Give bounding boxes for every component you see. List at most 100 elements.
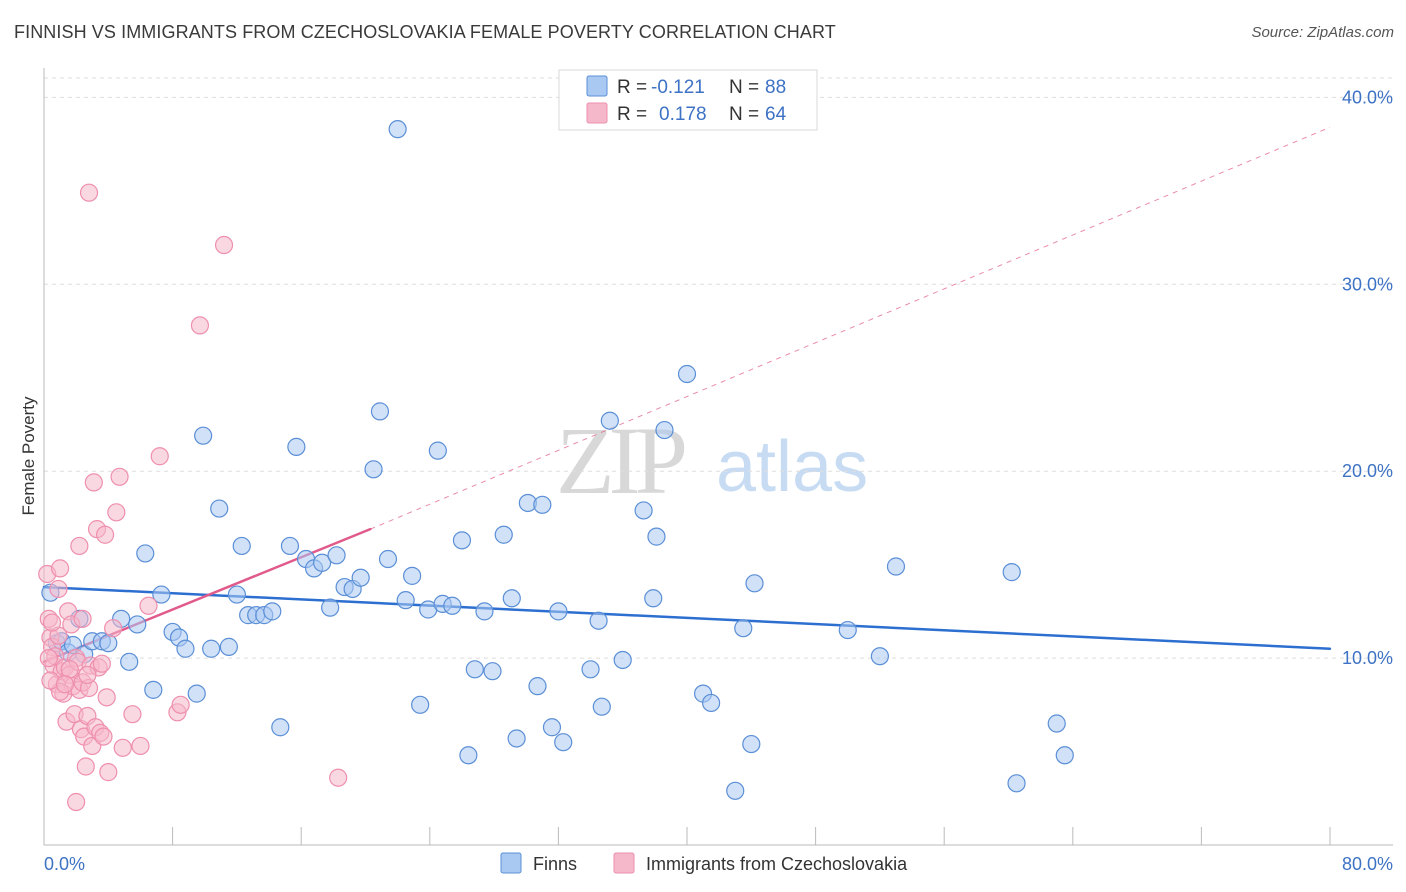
y-axis-label: Female Poverty [19,396,38,516]
series-points-1 [38,183,348,812]
point-series-0-77 [702,693,721,713]
point-series-1-34 [94,727,113,746]
point-series-1-36 [97,688,116,707]
point-series-0-19 [187,684,206,703]
point-series-1-44 [139,596,158,615]
point-series-1-63 [92,654,111,673]
series-legend: Finns Immigrants from Czechoslovakia [500,852,908,874]
point-series-0-56 [483,662,502,681]
point-series-0-42 [370,402,390,421]
point-series-0-73 [647,527,666,546]
point-series-1-50 [329,768,348,787]
point-series-0-30 [271,718,290,737]
point-series-0-21 [202,639,221,658]
point-series-1-61 [55,675,74,694]
point-series-1-56 [39,648,58,668]
point-series-0-72 [644,589,663,608]
point-series-1-57 [49,579,68,599]
point-series-0-71 [634,501,653,520]
point-series-0-22 [210,499,229,518]
point-series-0-13 [136,544,155,563]
series-legend-czech: Immigrants from Czechoslovakia [646,854,908,874]
point-series-1-62 [73,609,92,628]
point-series-1-24 [76,757,95,776]
point-series-0-20 [194,426,213,445]
legend-swatch-czech [586,102,608,124]
point-series-0-23 [219,637,238,656]
point-series-0-69 [600,411,619,430]
point-series-0-63 [542,718,562,737]
x-tick-label-min: 0.0% [44,854,85,874]
axes [43,68,1393,846]
point-series-0-70 [613,650,632,670]
point-series-0-65 [554,733,573,752]
point-series-0-35 [312,553,332,572]
point-series-0-25 [232,536,251,556]
point-series-0-67 [589,611,608,630]
point-series-0-59 [507,729,526,748]
point-series-1-55 [70,536,89,556]
point-series-1-43 [131,736,150,756]
point-series-0-47 [411,695,430,714]
series-points-0 [41,120,1074,800]
point-series-0-45 [396,591,415,610]
legend-n-label-1: N = [729,77,759,98]
series-legend-finns: Finns [533,854,577,874]
point-series-0-82 [870,647,890,666]
point-series-0-80 [745,574,764,593]
legend-n-value-2: 64 [765,104,787,125]
series-legend-swatch-czech [613,852,635,874]
y-tick-label-10: 10.0% [1342,648,1393,668]
point-series-0-58 [502,589,521,608]
legend-r-label-2: R = [617,104,647,125]
point-series-0-14 [144,680,163,699]
point-series-0-84 [1002,563,1021,582]
gridlines [44,77,1393,659]
point-series-1-37 [99,763,118,782]
trend-lines [42,126,1332,664]
point-series-0-53 [459,746,478,765]
point-series-1-35 [95,525,115,544]
point-series-0-18 [176,639,195,658]
point-series-0-15 [152,585,171,604]
point-series-0-31 [280,536,300,556]
point-series-0-29 [263,602,282,621]
legend-n-label-2: N = [729,104,759,125]
point-series-0-43 [378,549,398,569]
series-legend-swatch-finns [500,852,522,874]
legend-swatch-finns [586,75,608,97]
legend-n-value-1: 88 [765,77,786,98]
point-series-0-81 [838,620,857,640]
point-series-1-59 [78,665,97,685]
point-series-1-45 [150,447,169,466]
point-series-0-41 [364,460,383,479]
legend-r-label-1: R = [617,77,647,98]
point-series-0-88 [726,781,745,800]
point-series-0-54 [465,660,484,679]
point-series-0-24 [227,585,246,604]
point-series-0-85 [1007,774,1026,793]
point-series-0-68 [592,697,611,716]
point-series-1-41 [113,738,132,757]
correlation-legend: R = -0.121 N = 88 R = 0.178 N = 64 [558,69,818,131]
point-series-1-52 [79,183,99,202]
point-series-1-49 [214,235,234,255]
point-series-0-32 [287,437,306,456]
point-series-0-11 [120,652,139,671]
point-series-0-64 [549,602,568,621]
data-points [38,120,1074,812]
point-series-0-55 [475,602,494,621]
y-tick-label-40: 40.0% [1342,87,1393,107]
point-series-0-87 [1055,746,1074,765]
point-series-0-86 [1047,714,1066,733]
point-series-0-57 [494,525,513,544]
point-series-1-47 [171,695,190,714]
point-series-1-38 [104,619,123,638]
point-series-1-42 [123,705,142,724]
point-series-0-79 [742,734,761,754]
point-series-1-40 [110,467,129,486]
point-series-0-66 [581,660,600,679]
point-series-0-61 [528,677,547,696]
point-series-1-51 [67,792,86,812]
point-series-0-40 [351,568,370,587]
